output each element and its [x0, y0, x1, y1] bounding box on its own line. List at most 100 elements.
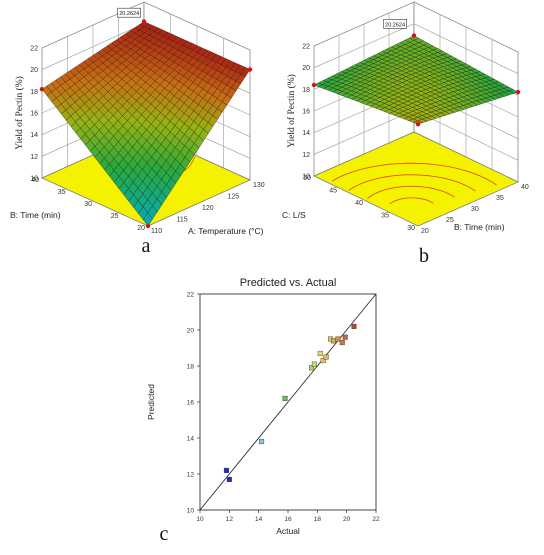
- data-point: [317, 350, 323, 356]
- x-axis-title: B: Time (min): [454, 222, 505, 232]
- y-tick-label: 22: [187, 292, 195, 299]
- design-point-marker: [141, 19, 147, 24]
- design-point-marker: [515, 89, 521, 95]
- z-tick-label: 16: [30, 111, 38, 118]
- surface-patch: [142, 212, 153, 227]
- z-tick-label: 20: [302, 65, 310, 72]
- peak-label-box: [117, 7, 141, 18]
- design-point-marker: [415, 121, 421, 127]
- panel-letter: c: [160, 523, 169, 545]
- y-tick-label: 14: [187, 436, 195, 443]
- panel-b: 20.2624 10 12 14 16 18 20 22 Yield of Pectin (%)…: [272, 0, 544, 270]
- x-tick-label: 16: [284, 516, 292, 523]
- y-tick-label: 50: [303, 175, 311, 182]
- z-tick-label: 20: [30, 67, 38, 74]
- contour-line: [389, 197, 434, 205]
- x-tick-label: 125: [228, 194, 240, 201]
- data-point: [282, 395, 288, 401]
- z-axis-title: Yield of Pectin (%): [14, 76, 25, 150]
- scatter-plot-c: Predicted vs. Actual 10 12 14 16 18 20 22 10 12 14…: [146, 277, 380, 545]
- panel-letter: b: [419, 245, 429, 267]
- z-tick-label: 12: [302, 152, 310, 159]
- y-tick-label: 12: [187, 472, 195, 479]
- x-tick-label: 110: [151, 228, 162, 235]
- y-tick-label: 30: [84, 201, 92, 208]
- x-tick-label: 14: [255, 516, 263, 523]
- x-tick-label: 12: [226, 516, 234, 523]
- x-axis-title: Actual: [276, 526, 300, 536]
- y-tick-label: 10: [187, 508, 195, 515]
- z-tick-label: 12: [30, 154, 38, 161]
- y-tick-label: 35: [58, 189, 66, 196]
- z-gridline: [41, 1, 251, 51]
- z-axis-title: Yield of Pectin (%): [286, 74, 297, 148]
- z-gridline: [313, 1, 519, 53]
- x-tick-label: 120: [202, 205, 214, 212]
- y-tick-label: 40: [355, 200, 363, 207]
- contour-line: [184, 156, 196, 172]
- contour-line: [367, 185, 455, 199]
- z-tick-label: 18: [302, 87, 310, 94]
- panel-letter: a: [142, 235, 151, 257]
- z-gridline: [313, 23, 519, 74]
- data-point: [323, 354, 329, 360]
- peak-label: 20.2624: [119, 11, 139, 17]
- design-point-marker: [145, 223, 151, 229]
- z-tick-label: 22: [30, 46, 38, 53]
- x-tick-label: 40: [521, 184, 529, 191]
- peak-label: 20.2624: [385, 22, 405, 28]
- y-tick-label: 16: [187, 400, 195, 407]
- y-tick-label: 40: [31, 177, 39, 184]
- y-tick-label: 20: [187, 328, 195, 335]
- z-tick-label: 10: [302, 174, 310, 181]
- z-tick-label: 18: [30, 89, 38, 96]
- x-tick-label: 35: [496, 195, 504, 202]
- y-axis-title: Predicted: [146, 384, 156, 420]
- data-point: [335, 336, 341, 342]
- x-tick-label: 25: [446, 217, 454, 224]
- data-point: [339, 340, 345, 346]
- z-tick-label: 14: [302, 130, 310, 137]
- data-point: [342, 334, 348, 340]
- contour-floor: [313, 131, 519, 227]
- data-point: [311, 361, 317, 367]
- x-tick-label: 18: [314, 516, 322, 523]
- x-tick-label: 20: [343, 516, 351, 523]
- surface-plot-b: 20.2624 10 12 14 16 18 20 22 Yield of Pectin (%)…: [282, 1, 529, 267]
- data-point: [308, 365, 314, 371]
- design-point-marker: [411, 33, 417, 38]
- data-point: [351, 323, 357, 329]
- data-point: [226, 476, 232, 482]
- x-tick-label: 130: [253, 182, 265, 189]
- x-tick-label: 30: [471, 206, 479, 213]
- reference-line: [199, 293, 377, 511]
- design-point-marker: [311, 82, 317, 88]
- data-point: [320, 358, 326, 364]
- x-tick-label: 20: [421, 228, 429, 235]
- y-tick-label: 20: [137, 225, 145, 232]
- design-point-marker: [247, 67, 253, 72]
- z-tick-label: 22: [302, 44, 310, 51]
- y-tick-label: 30: [407, 225, 415, 232]
- peak-label-box: [383, 18, 407, 29]
- y-tick-label: 18: [187, 364, 195, 371]
- x-axis-title: A: Temperature (°C): [188, 226, 264, 236]
- x-tick-label: 115: [177, 217, 188, 224]
- contour-line: [331, 162, 497, 186]
- data-point: [330, 338, 336, 344]
- x-tick-label: 22: [372, 516, 380, 523]
- panel-a: 20.2624 10 12 14 16 18 20 22 Yield of Pectin (%)…: [0, 0, 270, 270]
- panel-c: Predicted vs. Actual 10 12 14 16 18 20 22 10 12 14…: [140, 272, 400, 550]
- data-point: [259, 439, 265, 445]
- z-tick-label: 10: [30, 176, 38, 183]
- data-point: [223, 467, 229, 473]
- contour-line: [348, 174, 476, 192]
- y-tick-label: 25: [111, 213, 119, 220]
- z-tick-label: 16: [302, 109, 310, 116]
- y-axis-title: B: Time (min): [10, 210, 61, 220]
- x-tick-label: 10: [196, 516, 204, 523]
- y-tick-label: 45: [329, 188, 337, 195]
- z-tick-label: 14: [30, 132, 38, 139]
- design-point-marker: [39, 86, 45, 92]
- surface-plot-a: 20.2624 10 12 14 16 18 20 22 Yield of Pectin (%)…: [10, 1, 265, 257]
